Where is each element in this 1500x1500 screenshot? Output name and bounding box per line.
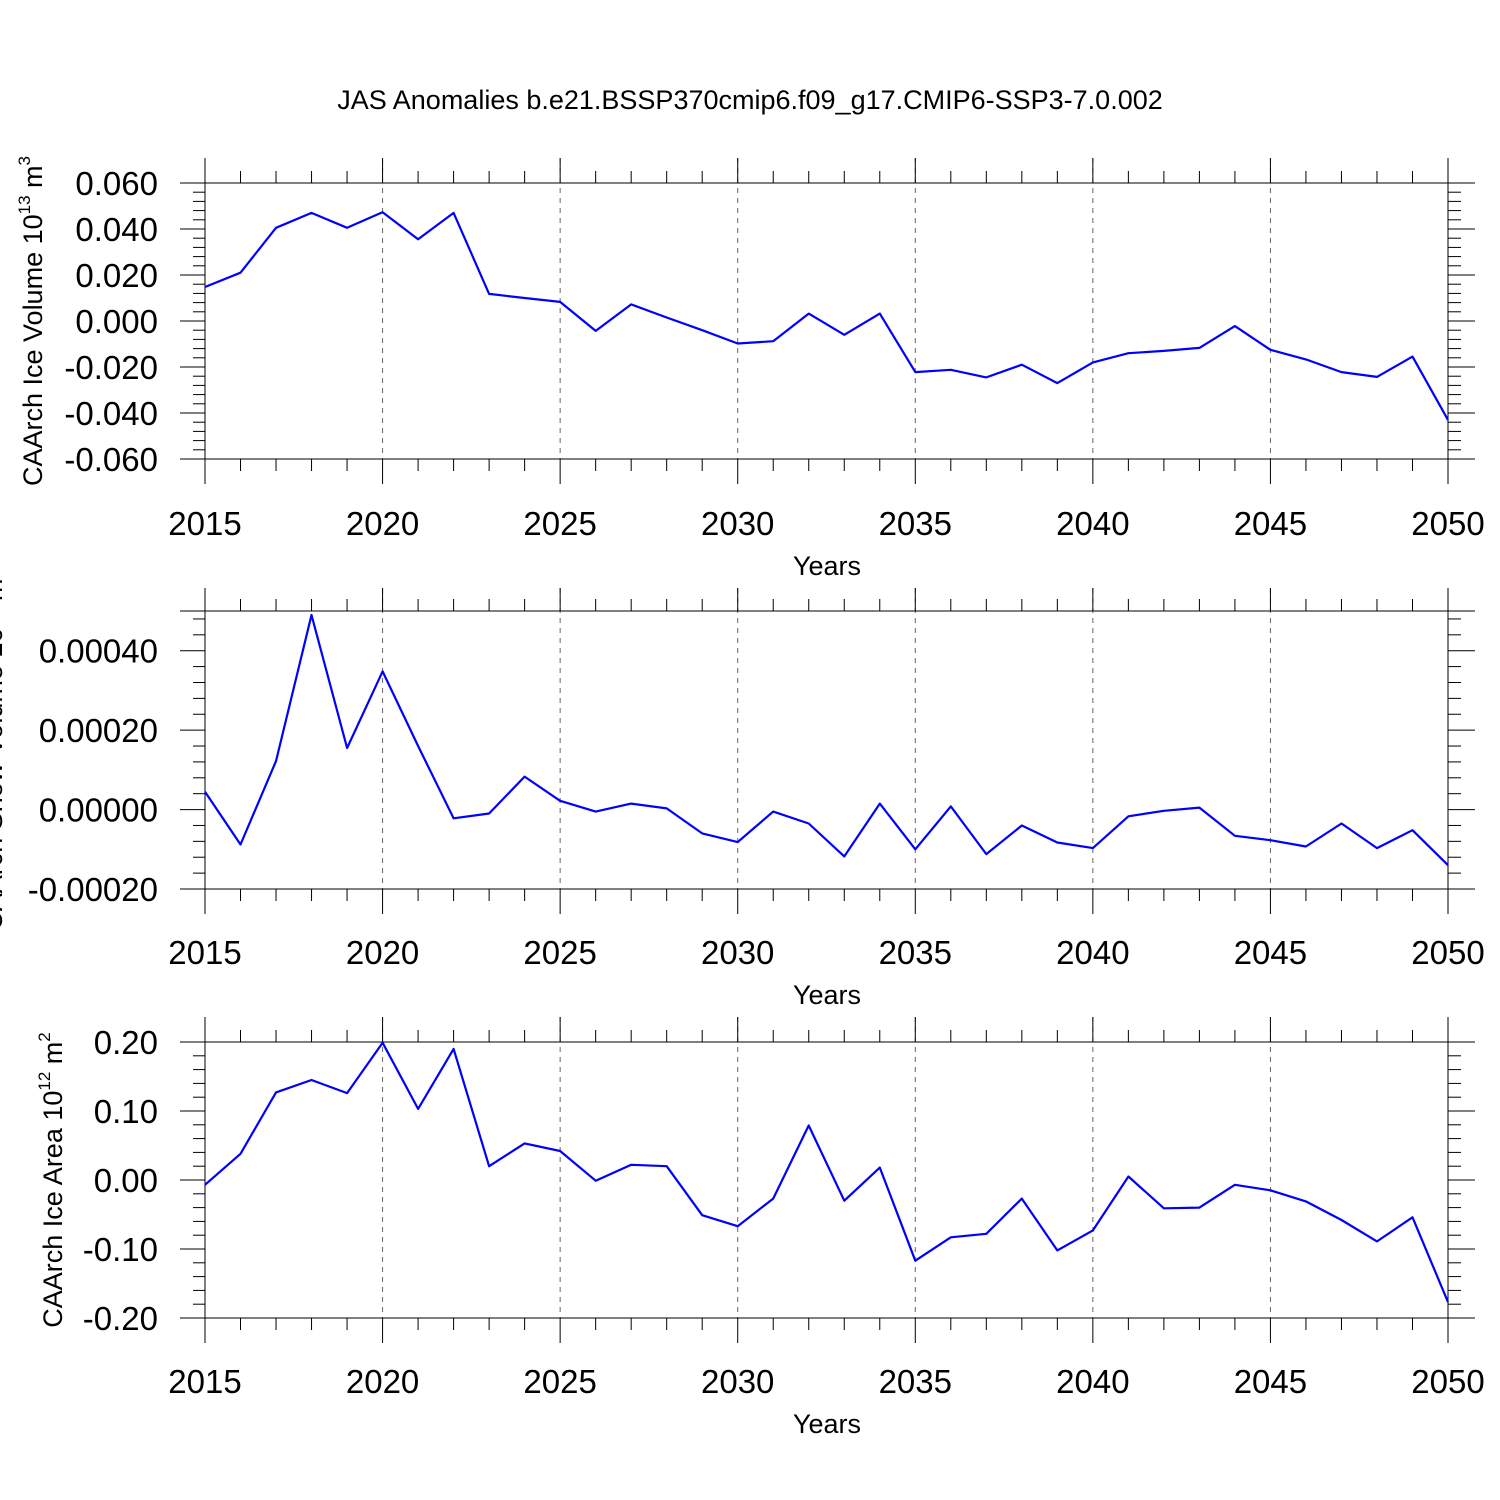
x-tick-label: 2040 xyxy=(1056,934,1129,971)
y-tick-label: 0.00020 xyxy=(39,712,158,749)
x-tick-label: 2020 xyxy=(346,1363,419,1400)
x-tick-label: 2030 xyxy=(701,1363,774,1400)
series-line xyxy=(204,1041,1450,1303)
y-axis-label-unit-exponent: 3 xyxy=(15,156,34,165)
x-tick-label: 2035 xyxy=(879,1363,952,1400)
x-axis-label: Years xyxy=(793,980,861,1010)
x-axis-label: Years xyxy=(793,551,861,581)
x-tick-label: 2015 xyxy=(168,1363,241,1400)
x-tick-label: 2025 xyxy=(523,1363,596,1400)
y-axis-label-unit: m xyxy=(38,1042,68,1072)
x-tick-label: 2050 xyxy=(1411,505,1484,542)
x-tick-label: 2020 xyxy=(346,934,419,971)
y-axis-label: CAArch Ice Area 1012 m2 xyxy=(35,1032,68,1328)
chart-title: JAS Anomalies b.e21.BSSP370cmip6.f09_g17… xyxy=(337,85,1163,115)
y-tick-label: 0.10 xyxy=(94,1093,158,1130)
y-tick-label: -0.20 xyxy=(83,1300,158,1337)
y-tick-label: 0.00000 xyxy=(39,792,158,829)
x-tick-label: 2030 xyxy=(701,505,774,542)
y-tick-label: -0.10 xyxy=(83,1231,158,1268)
x-tick-label: 2030 xyxy=(701,934,774,971)
panel-1: 0.060 0.040 0.020 0.000 -0.020 -0.040 -0.060 20… xyxy=(15,156,1485,581)
series-line xyxy=(204,613,1449,866)
y-axis-label-unit: m xyxy=(0,579,8,609)
x-tick-label: 2035 xyxy=(879,505,952,542)
y-tick-label: -0.00020 xyxy=(28,871,158,908)
y-tick-label: -0.020 xyxy=(64,349,158,386)
panel-2: 0.00040 0.00020 0.00000 -0.00020 2015 2020 202… xyxy=(0,569,1485,1010)
y-axis-label-main: CAArch Snow Volume 10 xyxy=(0,628,8,931)
y-tick-label: 0.040 xyxy=(75,211,158,248)
y-tick-label: 0.020 xyxy=(75,257,158,294)
panel-3: 0.20 0.10 0.00 -0.10 -0.20 2015 2020 2025 2030 20… xyxy=(35,1017,1485,1439)
x-tick-label: 2025 xyxy=(523,505,596,542)
x-tick-label: 2015 xyxy=(168,505,241,542)
y-axis-label-unit: m xyxy=(18,165,48,195)
y-axis-label: CAArch Ice Volume 1013 m3 xyxy=(15,156,48,486)
y-axis-label-exponent: 13 xyxy=(15,195,34,214)
series-line xyxy=(204,211,1449,421)
y-axis-label-main: CAArch Ice Area 10 xyxy=(38,1091,68,1328)
y-tick-label: -0.040 xyxy=(64,395,158,432)
y-axis-label-exponent: 12 xyxy=(35,1072,54,1091)
y-tick-label: 0.00040 xyxy=(39,633,158,670)
y-tick-label: 0.000 xyxy=(75,303,158,340)
y-tick-label: 0.20 xyxy=(94,1024,158,1061)
y-axis-label: CAArch Snow Volume 1013 m3 xyxy=(0,569,8,931)
y-tick-label: 0.00 xyxy=(94,1162,158,1199)
x-tick-label: 2040 xyxy=(1056,1363,1129,1400)
x-tick-label: 2045 xyxy=(1234,505,1307,542)
y-tick-label: 0.060 xyxy=(75,165,158,202)
x-tick-label: 2045 xyxy=(1234,1363,1307,1400)
x-tick-label: 2015 xyxy=(168,934,241,971)
y-axis-label-main: CAArch Ice Volume 10 xyxy=(18,214,48,486)
x-tick-label: 2020 xyxy=(346,505,419,542)
x-tick-label: 2025 xyxy=(523,934,596,971)
x-tick-label: 2050 xyxy=(1411,1363,1484,1400)
x-axis-label: Years xyxy=(793,1409,861,1439)
x-tick-label: 2045 xyxy=(1234,934,1307,971)
x-tick-label: 2050 xyxy=(1411,934,1484,971)
y-axis-label-unit-exponent: 2 xyxy=(35,1032,54,1041)
x-tick-label: 2035 xyxy=(879,934,952,971)
y-tick-label: -0.060 xyxy=(64,441,158,478)
x-tick-label: 2040 xyxy=(1056,505,1129,542)
